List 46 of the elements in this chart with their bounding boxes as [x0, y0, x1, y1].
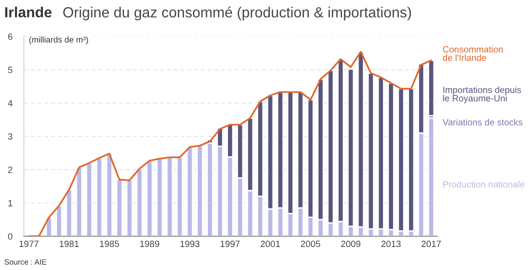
- bar: [126, 180, 133, 236]
- x-tick-label: 1985: [100, 240, 120, 248]
- bar: [196, 144, 204, 236]
- bar: [398, 88, 404, 232]
- bar: [186, 146, 194, 236]
- series-label: Importations depuis le Royaume-Uni: [443, 86, 522, 104]
- y-tick-label: 6: [8, 33, 12, 40]
- x-tick-label: 1993: [180, 240, 200, 248]
- x-tick-label: 1977: [20, 240, 38, 248]
- x-tick-label: 2009: [341, 240, 360, 248]
- line-series: [28, 50, 432, 236]
- bar: [176, 156, 184, 236]
- chart-title: Irlande: [5, 6, 52, 18]
- bar: [136, 168, 143, 236]
- bar: [146, 160, 154, 236]
- bar: [56, 204, 63, 236]
- y-tick-label: 0: [8, 233, 12, 240]
- x-tick-label: 2005: [300, 240, 320, 248]
- chart-subtitle: Origine du gaz consommé (production & importations): [63, 6, 411, 20]
- bar: [66, 188, 73, 236]
- y-tick-label: 3: [8, 133, 12, 140]
- bar: [428, 117, 435, 236]
- y-axis-title: (milliards de m³): [29, 36, 88, 44]
- x-tick-label: 2017: [422, 240, 441, 248]
- bar: [96, 157, 103, 236]
- y-tick-label: 4: [8, 100, 12, 106]
- series-label: Variations de stocks: [442, 118, 522, 126]
- bar: [106, 152, 113, 236]
- y-tick-label: 5: [8, 66, 12, 74]
- bar: [428, 60, 435, 116]
- series-label: Production nationale: [443, 180, 524, 188]
- x-tick-label: 1981: [60, 240, 79, 248]
- x-tick-label: 2001: [260, 240, 280, 248]
- bar: [206, 142, 214, 236]
- bar: [156, 158, 164, 236]
- x-tick-label: 1989: [140, 240, 160, 248]
- x-tick-label: 2013: [381, 240, 401, 248]
- bar: [76, 166, 83, 236]
- bar: [116, 178, 123, 236]
- bar: [166, 156, 174, 236]
- y-tick-label: 2: [8, 166, 12, 173]
- y-tick-label: 1: [8, 200, 12, 206]
- bar: [408, 88, 415, 232]
- bar: [86, 162, 93, 236]
- x-tick-label: 1997: [220, 240, 240, 248]
- series-label: Consommation de l'Irlande: [442, 46, 503, 61]
